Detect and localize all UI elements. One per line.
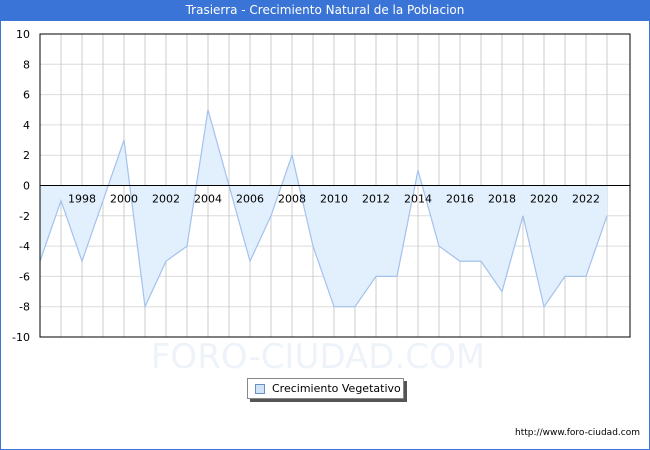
legend-label: Crecimiento Vegetativo [272,382,401,395]
y-tick-label: 2 [23,149,30,162]
x-tick-label: 2018 [488,193,516,206]
chart-legend: Crecimiento Vegetativo [247,378,404,399]
x-tick-label: 2012 [362,193,390,206]
y-tick-label: -6 [19,270,30,283]
y-tick-label: -8 [19,301,30,314]
y-tick-label: -2 [19,210,30,223]
y-tick-label: 10 [16,28,30,41]
x-tick-label: 2004 [194,193,222,206]
y-tick-label: 6 [23,89,30,102]
x-tick-label: 2002 [152,193,180,206]
x-tick-label: 2008 [278,193,306,206]
source-url: http://www.foro-ciudad.com [515,428,640,438]
x-tick-label: 2022 [572,193,600,206]
x-tick-label: 2014 [404,193,432,206]
x-tick-label: 2020 [530,193,558,206]
plot-border [39,33,631,338]
x-tick-label: 1998 [68,193,96,206]
x-tick-label: 2006 [236,193,264,206]
legend-swatch-icon [255,384,265,394]
y-tick-label: 8 [23,58,30,71]
series-line [39,109,608,309]
watermark: FORO-CIUDAD.COM [151,337,485,377]
y-tick-label: 0 [23,180,30,193]
x-tick-label: 2010 [320,193,348,206]
area-fill [40,109,607,307]
y-tick-label: -10 [12,331,30,344]
x-tick-label: 2000 [110,193,138,206]
x-tick-label: 2016 [446,193,474,206]
y-tick-label: 4 [23,119,30,132]
chart-title: Trasierra - Crecimiento Natural de la Po… [0,0,650,21]
y-tick-label: -4 [19,240,30,253]
